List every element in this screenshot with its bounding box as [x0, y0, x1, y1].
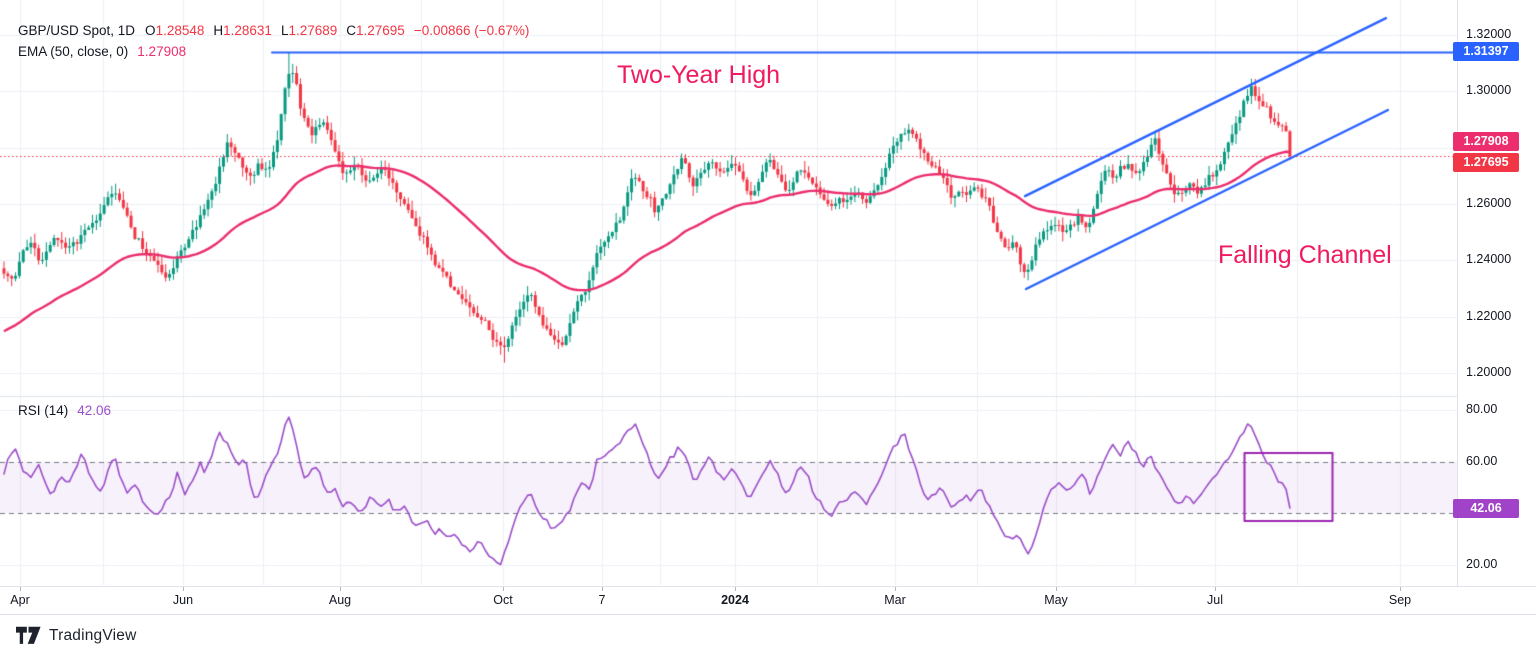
- time-axis-label: 2024: [721, 593, 749, 607]
- ohlc-low: L1.27689: [280, 23, 338, 38]
- time-axis-label: Jul: [1207, 593, 1223, 607]
- time-axis-label: May: [1044, 593, 1068, 607]
- symbol-title[interactable]: GBP/USD Spot, 1D: [18, 23, 136, 38]
- time-axis-label: Aug: [328, 593, 352, 607]
- price-badge-last: 1.27695: [1453, 152, 1519, 172]
- ohlc-close: C1.27695: [346, 23, 405, 38]
- time-axis-label: Jun: [172, 593, 194, 607]
- time-axis-label: 7: [598, 593, 606, 607]
- price-badge-resistance: 1.31397: [1453, 42, 1519, 62]
- time-axis-tick-mark: [1400, 587, 1401, 591]
- price-axis-label: 1.20000: [1466, 365, 1512, 380]
- time-axis-label: Oct: [493, 593, 513, 607]
- ohlc-high: H1.28631: [213, 23, 272, 38]
- rsi-axis-label: 60.00: [1466, 453, 1498, 468]
- price-badge-ema: 1.27908: [1453, 131, 1519, 151]
- tradingview-logo-text: TradingView: [49, 626, 137, 644]
- time-axis[interactable]: Apr Jun Aug Oct 7 2024 Mar May Jul Sep: [0, 586, 1536, 615]
- time-axis-label: Apr: [10, 593, 30, 607]
- rsi-axis-label: 80.00: [1466, 402, 1498, 416]
- ohlc-open: O1.28548: [145, 23, 205, 38]
- rsi-indicator-value: 42.06: [77, 403, 112, 418]
- ema-indicator-label[interactable]: EMA (50, close, 0): [18, 44, 129, 59]
- rsi-legend: RSI (14) 42.06: [18, 403, 111, 418]
- time-axis-tick-mark: [602, 587, 603, 591]
- change-value: −0.00866 (−0.67%): [413, 23, 530, 38]
- price-axis-label: 1.32000: [1466, 27, 1512, 41]
- ema-indicator-value: 1.27908: [137, 44, 187, 59]
- time-axis-tick-mark: [1215, 587, 1216, 591]
- tradingview-logo[interactable]: TradingView: [16, 625, 137, 646]
- price-chart-canvas[interactable]: [0, 0, 1457, 613]
- time-axis-tick-mark: [503, 587, 504, 591]
- tradingview-logo-icon: [16, 626, 41, 644]
- price-axis-label: 1.30000: [1466, 83, 1512, 98]
- annotation-falling-channel[interactable]: Falling Channel: [1218, 241, 1392, 269]
- rsi-indicator-label[interactable]: RSI (14): [18, 403, 69, 418]
- price-axis-label: 1.24000: [1466, 252, 1512, 267]
- time-axis-tick-mark: [895, 587, 896, 591]
- annotation-two-year-high[interactable]: Two-Year High: [617, 61, 781, 89]
- time-axis-tick-mark: [1056, 587, 1057, 591]
- price-axis-label: 1.22000: [1466, 308, 1512, 323]
- rsi-badge-value: 42.06: [1453, 498, 1519, 518]
- time-axis-label: Sep: [1388, 593, 1412, 607]
- price-axis-label: 1.26000: [1466, 196, 1512, 210]
- time-axis-tick-mark: [183, 587, 184, 591]
- time-axis-tick-mark: [735, 587, 736, 591]
- rsi-axis-label: 20.00: [1466, 556, 1498, 571]
- time-axis-tick-mark: [340, 587, 341, 591]
- time-axis-label: Mar: [884, 593, 906, 607]
- price-axis[interactable]: 1.31397 1.27908 1.27695 42.06 1.32000 1.3…: [1453, 0, 1536, 613]
- symbol-legend: GBP/USD Spot, 1D O1.28548 H1.28631 L1.27689…: [18, 20, 529, 62]
- time-axis-tick-mark: [20, 587, 21, 591]
